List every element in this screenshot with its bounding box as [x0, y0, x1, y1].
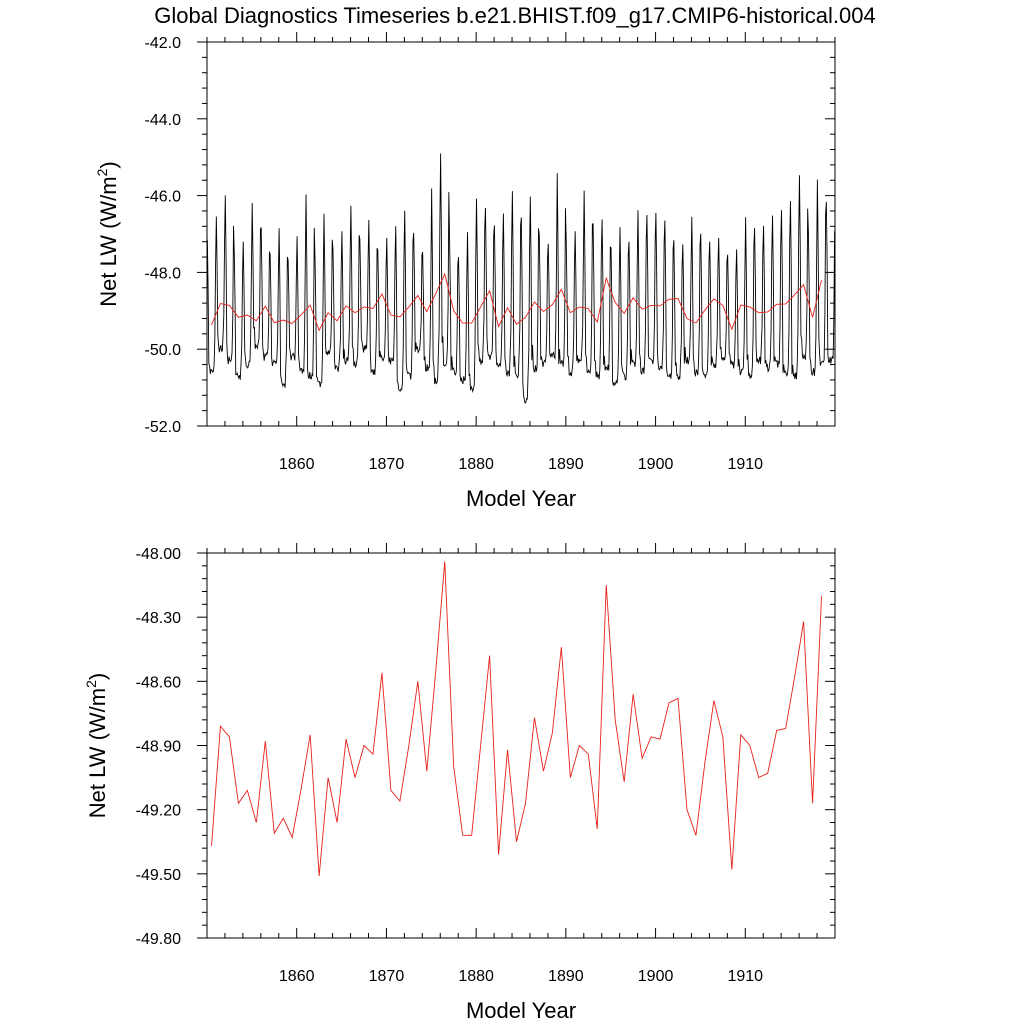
x-tick-label: 1860 — [279, 456, 315, 473]
y-axis-title-superscript: 2 — [94, 168, 110, 176]
y-axis-title-superscript: 2 — [83, 680, 99, 688]
x-tick-label: 1880 — [458, 968, 494, 985]
y-axis-title: Net LW (W/m2) — [83, 673, 110, 818]
x-tick-label: 1890 — [548, 968, 584, 985]
x-tick-label: 1870 — [369, 456, 405, 473]
y-tick-label: -50.0 — [145, 342, 182, 359]
top-panel-monthly-annual-net-lw: 1860 1870 1880 1890 1900 1910 -52.0 -50.0 -48.0 -… — [94, 32, 836, 511]
y-axis-title-main: Net LW (W/m — [96, 176, 121, 306]
monthly-series-line — [207, 153, 835, 404]
x-tick-label: 1860 — [279, 968, 315, 985]
x-tick-label: 1890 — [548, 456, 584, 473]
y-tick-label: -46.0 — [145, 189, 182, 206]
y-tick-label: -48.90 — [136, 739, 181, 756]
figure-title: Global Diagnostics Timeseries b.e21.BHIS… — [154, 3, 875, 28]
x-tick-label: 1910 — [727, 968, 763, 985]
y-tick-label: -52.0 — [145, 419, 182, 436]
x-tick-label: 1910 — [727, 456, 763, 473]
x-axis-title: Model Year — [466, 486, 576, 511]
y-axis-title-end: ) — [85, 673, 110, 680]
x-axis-title: Model Year — [466, 998, 576, 1023]
y-tick-label: -48.00 — [136, 546, 181, 563]
plot-frame — [206, 552, 836, 939]
x-tick-label: 1900 — [638, 968, 674, 985]
y-tick-label: -49.50 — [136, 867, 181, 884]
annual-series-line — [211, 272, 822, 332]
bottom-panel-annual-net-lw: 1860 1870 1880 1890 1900 1910 -49.80 -49.50 -49.… — [83, 543, 836, 1023]
y-tick-label: -44.0 — [145, 112, 182, 129]
y-tick-label: -48.60 — [136, 674, 181, 691]
x-tick-label: 1880 — [458, 456, 494, 473]
y-tick-label: -48.0 — [145, 265, 182, 282]
x-tick-label: 1900 — [638, 456, 674, 473]
y-tick-label: -48.30 — [136, 610, 181, 627]
y-tick-label: -42.0 — [145, 35, 182, 52]
y-tick-label: -49.20 — [136, 803, 181, 820]
annual-series-line — [211, 561, 822, 877]
y-axis-title-end: ) — [96, 161, 121, 168]
y-axis-title: Net LW (W/m2) — [94, 161, 121, 306]
x-tick-label: 1870 — [369, 968, 405, 985]
y-tick-label: -49.80 — [136, 931, 181, 948]
y-axis-title-main: Net LW (W/m — [85, 688, 110, 818]
